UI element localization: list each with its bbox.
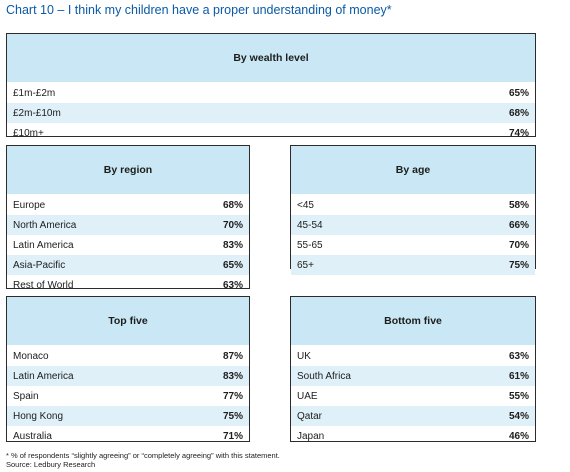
row-value: 74% [508,127,529,139]
panel-header: By region [7,146,249,195]
row-value: 63% [508,350,529,362]
table-row: Rest of World 63% [7,275,249,295]
row-value: 58% [508,199,529,211]
row-label: Qatar [297,410,323,422]
row-label: 45-54 [297,219,323,231]
table-row: Latin America 83% [7,235,249,255]
table-row: Spain 77% [7,386,249,406]
table-row: Hong Kong 75% [7,406,249,426]
panel-age: By age <45 58% 45-54 66% 55-65 70% 65+ 75% [290,145,536,275]
row-label: UK [297,350,311,362]
table-row: UAE 55% [291,386,535,406]
table-row: Monaco 87% [7,346,249,366]
row-value: 54% [508,410,529,422]
row-value: 61% [508,370,529,382]
row-value: 77% [222,390,243,402]
panel-rows: Monaco 87% Latin America 83% Spain 77% Hong Ko… [7,346,249,446]
row-value: 65% [222,259,243,271]
panel-header: Bottom five [291,297,535,346]
row-value: 66% [508,219,529,231]
row-label: Latin America [13,239,74,251]
row-label: £10m+ [13,127,44,139]
row-label: UAE [297,390,318,402]
row-label: North America [13,219,77,231]
panel-top-five: Top five Monaco 87% Latin America 83% Spain 7… [6,296,250,442]
row-label: South Africa [297,370,351,382]
row-label: £1m-£2m [13,87,56,99]
row-value: 71% [222,430,243,442]
row-label: 55-65 [297,239,323,251]
table-row: <45 58% [291,195,535,215]
table-row: Europe 68% [7,195,249,215]
row-value: 65% [508,87,529,99]
row-label: <45 [297,199,314,211]
row-label: Japan [297,430,325,442]
row-label: £2m-£10m [13,107,61,119]
table-row: Japan 46% [291,426,535,446]
row-value: 75% [508,259,529,271]
panel-header: By age [291,146,535,195]
row-value: 63% [222,279,243,291]
row-value: 75% [222,410,243,422]
row-label: Latin America [13,370,74,382]
panel-rows: Europe 68% North America 70% Latin America 83… [7,195,249,295]
panel-region: By region Europe 68% North America 70% Latin… [6,145,250,291]
table-row: Asia-Pacific 65% [7,255,249,275]
row-value: 70% [222,219,243,231]
table-row: 65+ 75% [291,255,535,275]
row-value: 55% [508,390,529,402]
row-value: 68% [508,107,529,119]
table-row: £1m-£2m 65% [7,83,535,103]
table-row: £2m-£10m 68% [7,103,535,123]
row-label: Australia [13,430,52,442]
panel-rows: <45 58% 45-54 66% 55-65 70% 65+ 75% [291,195,535,275]
source-line: Source: Ledbury Research [6,460,96,469]
panel-rows: UK 63% South Africa 61% UAE 55% Qatar 54% Japan 4… [291,346,535,446]
table-row: 55-65 70% [291,235,535,255]
row-label: Monaco [13,350,49,362]
row-label: Europe [13,199,46,211]
notes: * % of respondents “slightly agreeing” o… [6,451,280,469]
table-row: £10m+ 74% [7,123,535,143]
footnote: * % of respondents “slightly agreeing” o… [6,451,280,460]
chart-title: Chart 10 – I think my children have a pr… [6,3,392,17]
row-label: 65+ [297,259,314,271]
panel-wealth-level: By wealth level £1m-£2m 65% £2m-£10m 68% £10… [6,33,536,139]
panel-bottom-five: Bottom five UK 63% South Africa 61% UAE 55% Qa… [290,296,536,442]
table-row: Latin America 83% [7,366,249,386]
row-label: Rest of World [13,279,74,291]
panel-header: By wealth level [7,34,535,83]
row-label: Spain [13,390,39,402]
table-row: South Africa 61% [291,366,535,386]
row-value: 83% [222,370,243,382]
table-row: UK 63% [291,346,535,366]
table-row: 45-54 66% [291,215,535,235]
row-label: Hong Kong [13,410,64,422]
table-row: Qatar 54% [291,406,535,426]
row-value: 87% [222,350,243,362]
table-row: Australia 71% [7,426,249,446]
panel-header: Top five [7,297,249,346]
row-value: 70% [508,239,529,251]
row-value: 83% [222,239,243,251]
row-value: 46% [508,430,529,442]
panel-rows: £1m-£2m 65% £2m-£10m 68% £10m+ 74% [7,83,535,143]
table-row: North America 70% [7,215,249,235]
row-value: 68% [222,199,243,211]
row-label: Asia-Pacific [13,259,66,271]
